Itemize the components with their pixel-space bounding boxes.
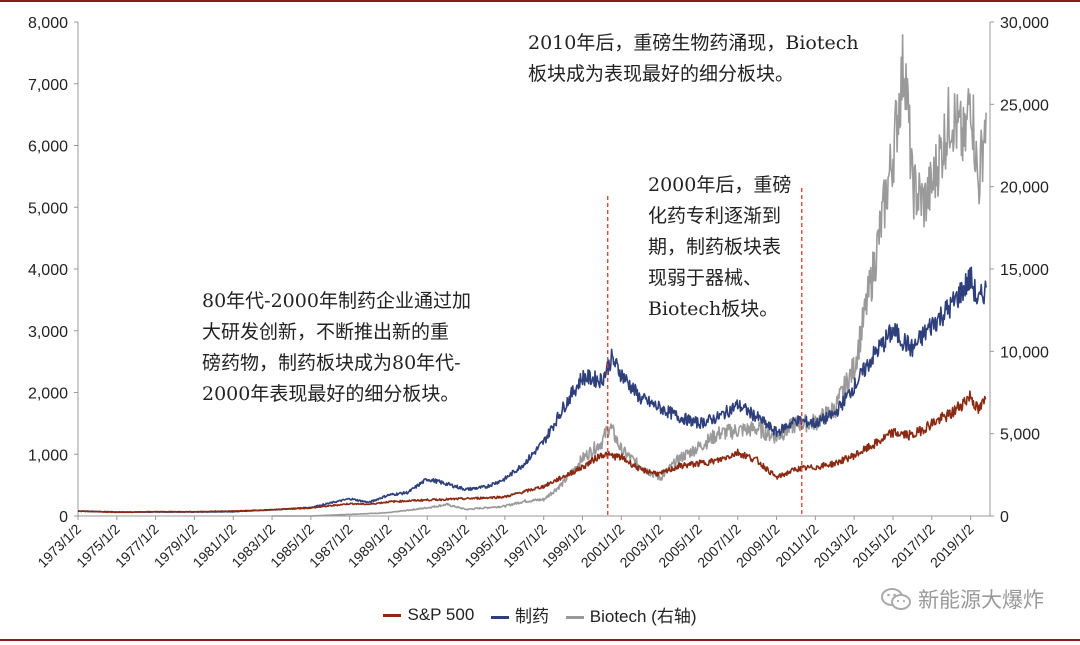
watermark-text: 新能源大爆炸 — [918, 589, 1044, 612]
y-left-tick-label: 5,000 — [28, 200, 68, 217]
y-left-tick-label: 6,000 — [28, 139, 68, 156]
y-right-tick-label: 10,000 — [1000, 344, 1049, 361]
y-left-tick-label: 7,000 — [28, 77, 68, 94]
legend: S&P 500 制药 Biotech (右轴) — [0, 602, 1080, 627]
legend-item-biotech: Biotech (右轴) — [565, 602, 697, 627]
legend-item-sp500: S&P 500 — [383, 605, 474, 625]
annotation-pharma-innovation: 80年代-2000年制药企业通过加 大研发创新，不断推出新的重 磅药物，制药板块… — [202, 290, 471, 405]
wechat-icon — [881, 588, 911, 610]
x-tick-label: 2019/1/2 — [927, 521, 977, 571]
y-left-tick-label: 8,000 — [28, 15, 68, 32]
y-left-tick-label: 0 — [59, 509, 68, 526]
legend-item-pharma: 制药 — [491, 602, 549, 627]
series-line-biotech — [271, 34, 987, 517]
legend-label-sp500: S&P 500 — [407, 604, 475, 624]
y-left-tick-label: 3,000 — [28, 324, 68, 341]
legend-swatch-sp500 — [383, 613, 402, 617]
y-right-tick-label: 0 — [1000, 509, 1009, 526]
annotation-biotech: 2010年后，重磅生物药涌现，Biotech 板块成为表现最好的细分板块。 — [528, 32, 859, 85]
legend-label-biotech: Biotech (右轴) — [589, 607, 697, 626]
y-right-tick-label: 15,000 — [1000, 262, 1049, 279]
y-right-tick-label: 30,000 — [1000, 15, 1049, 32]
x-tick-label: 2009/1/2 — [733, 521, 783, 571]
legend-swatch-pharma — [491, 616, 510, 620]
y-right-tick-label: 25,000 — [1000, 97, 1049, 114]
legend-swatch-biotech — [565, 616, 584, 620]
y-left-tick-label: 1,000 — [28, 447, 68, 464]
legend-label-pharma: 制药 — [515, 607, 550, 626]
series-line-sp500 — [77, 390, 987, 514]
y-left-tick-label: 2,000 — [28, 386, 68, 403]
y-right-tick-label: 20,000 — [1000, 180, 1049, 197]
line-chart: 0 1,000 2,000 3,000 4,000 5,000 6,000 7,000 8,00… — [28, 15, 1049, 571]
top-border — [0, 0, 1080, 2]
y-left-tick-label: 4,000 — [28, 262, 68, 279]
y-right-tick-label: 5,000 — [1000, 427, 1040, 444]
bottom-border — [0, 639, 1080, 641]
watermark: 新能源大爆炸 — [880, 584, 1044, 614]
annotation-patent-expiry: 2000年后，重磅 化药专利逐渐到 期，制药板块表 现弱于器械、 Biotech… — [648, 174, 792, 320]
